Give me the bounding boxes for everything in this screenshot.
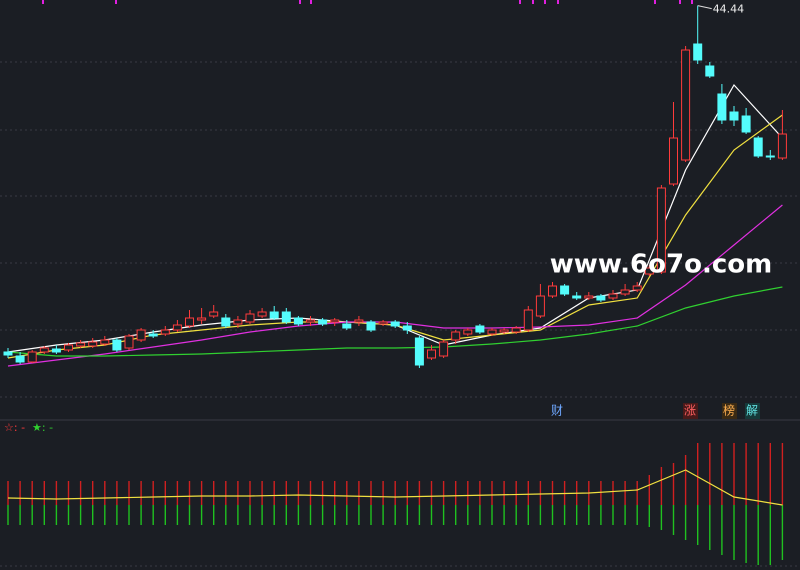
- candle-body: [269, 311, 279, 319]
- top-ticks: [42, 0, 693, 4]
- high-label: 44.44: [713, 3, 745, 16]
- candle-body: [693, 43, 703, 61]
- candle-body: [51, 348, 61, 353]
- candle-body: [185, 317, 194, 327]
- candle-body: [209, 311, 219, 317]
- candle-body: [366, 321, 376, 331]
- candle-body: [717, 93, 727, 121]
- candle-body: [511, 327, 521, 333]
- candle-body: [318, 319, 328, 325]
- marker: 涨: [684, 403, 696, 418]
- marker-box: [683, 403, 698, 419]
- candle-body: [306, 319, 315, 323]
- candle-body: [669, 137, 678, 185]
- candle-body: [330, 319, 340, 323]
- candle-body: [172, 324, 182, 331]
- candle-body: [499, 329, 509, 333]
- ma-line: [7, 469, 783, 506]
- candle-body: [681, 49, 691, 161]
- candle-body: [281, 311, 291, 323]
- candle-body: [644, 267, 654, 275]
- candle-body: [414, 337, 424, 366]
- candle-body: [221, 317, 231, 327]
- candle-body: [632, 285, 642, 291]
- candle-body: [27, 351, 37, 363]
- candle-body: [439, 341, 449, 357]
- candle-body: [548, 285, 557, 297]
- candle-body: [88, 341, 98, 347]
- candle-body: [354, 319, 364, 323]
- candle-body: [560, 285, 570, 295]
- candle-body: [39, 347, 49, 353]
- marker: 财: [551, 404, 563, 418]
- candle-body: [197, 317, 207, 321]
- candle-body: [378, 321, 388, 325]
- candle-body: [257, 311, 267, 317]
- watermark: www.6o7o.com: [550, 250, 772, 280]
- candle-body: [487, 329, 497, 335]
- marker-box: [722, 403, 737, 419]
- candle-body: [765, 155, 775, 158]
- candle-body: [64, 344, 73, 351]
- ma-line: [7, 286, 783, 357]
- candle-body: [124, 335, 134, 349]
- marker: 榜: [723, 403, 735, 418]
- candle-body: [160, 329, 170, 335]
- legend-entry: ★: -: [32, 421, 53, 434]
- grid: [0, 61, 800, 567]
- candle-body: [451, 331, 461, 341]
- candle-body: [148, 333, 158, 337]
- candle-body: [572, 295, 582, 299]
- candle-body: [729, 111, 739, 121]
- marker-box: [745, 403, 760, 419]
- candle-body: [136, 329, 146, 341]
- candle-body: [427, 349, 436, 359]
- candle-body: [584, 295, 594, 299]
- candle-body: [608, 293, 618, 299]
- candle-body: [402, 325, 412, 331]
- candle-body: [705, 65, 715, 77]
- candle-body: [777, 133, 787, 159]
- candle-body: [741, 115, 751, 133]
- legend-entry: ☆: -: [4, 421, 25, 434]
- candle-body: [76, 342, 86, 347]
- candle-body: [15, 355, 25, 363]
- candle-body: [463, 329, 473, 335]
- candle-body: [620, 289, 630, 295]
- candle-body: [100, 339, 110, 345]
- candle-body: [3, 351, 13, 356]
- candle-body: [342, 323, 352, 329]
- candle-body: [112, 339, 122, 351]
- candle-body: [656, 187, 666, 273]
- candle-body: [293, 317, 303, 325]
- candle-body: [475, 325, 485, 333]
- high-pointer: [697, 5, 712, 10]
- candle-body: [245, 313, 255, 323]
- candle-body: [233, 319, 243, 325]
- candle-body: [596, 295, 606, 301]
- marker: 解: [746, 404, 758, 418]
- candle-body: [753, 137, 763, 157]
- candle-body: [390, 321, 400, 327]
- candle-body: [523, 309, 533, 331]
- candle-body: [535, 295, 545, 317]
